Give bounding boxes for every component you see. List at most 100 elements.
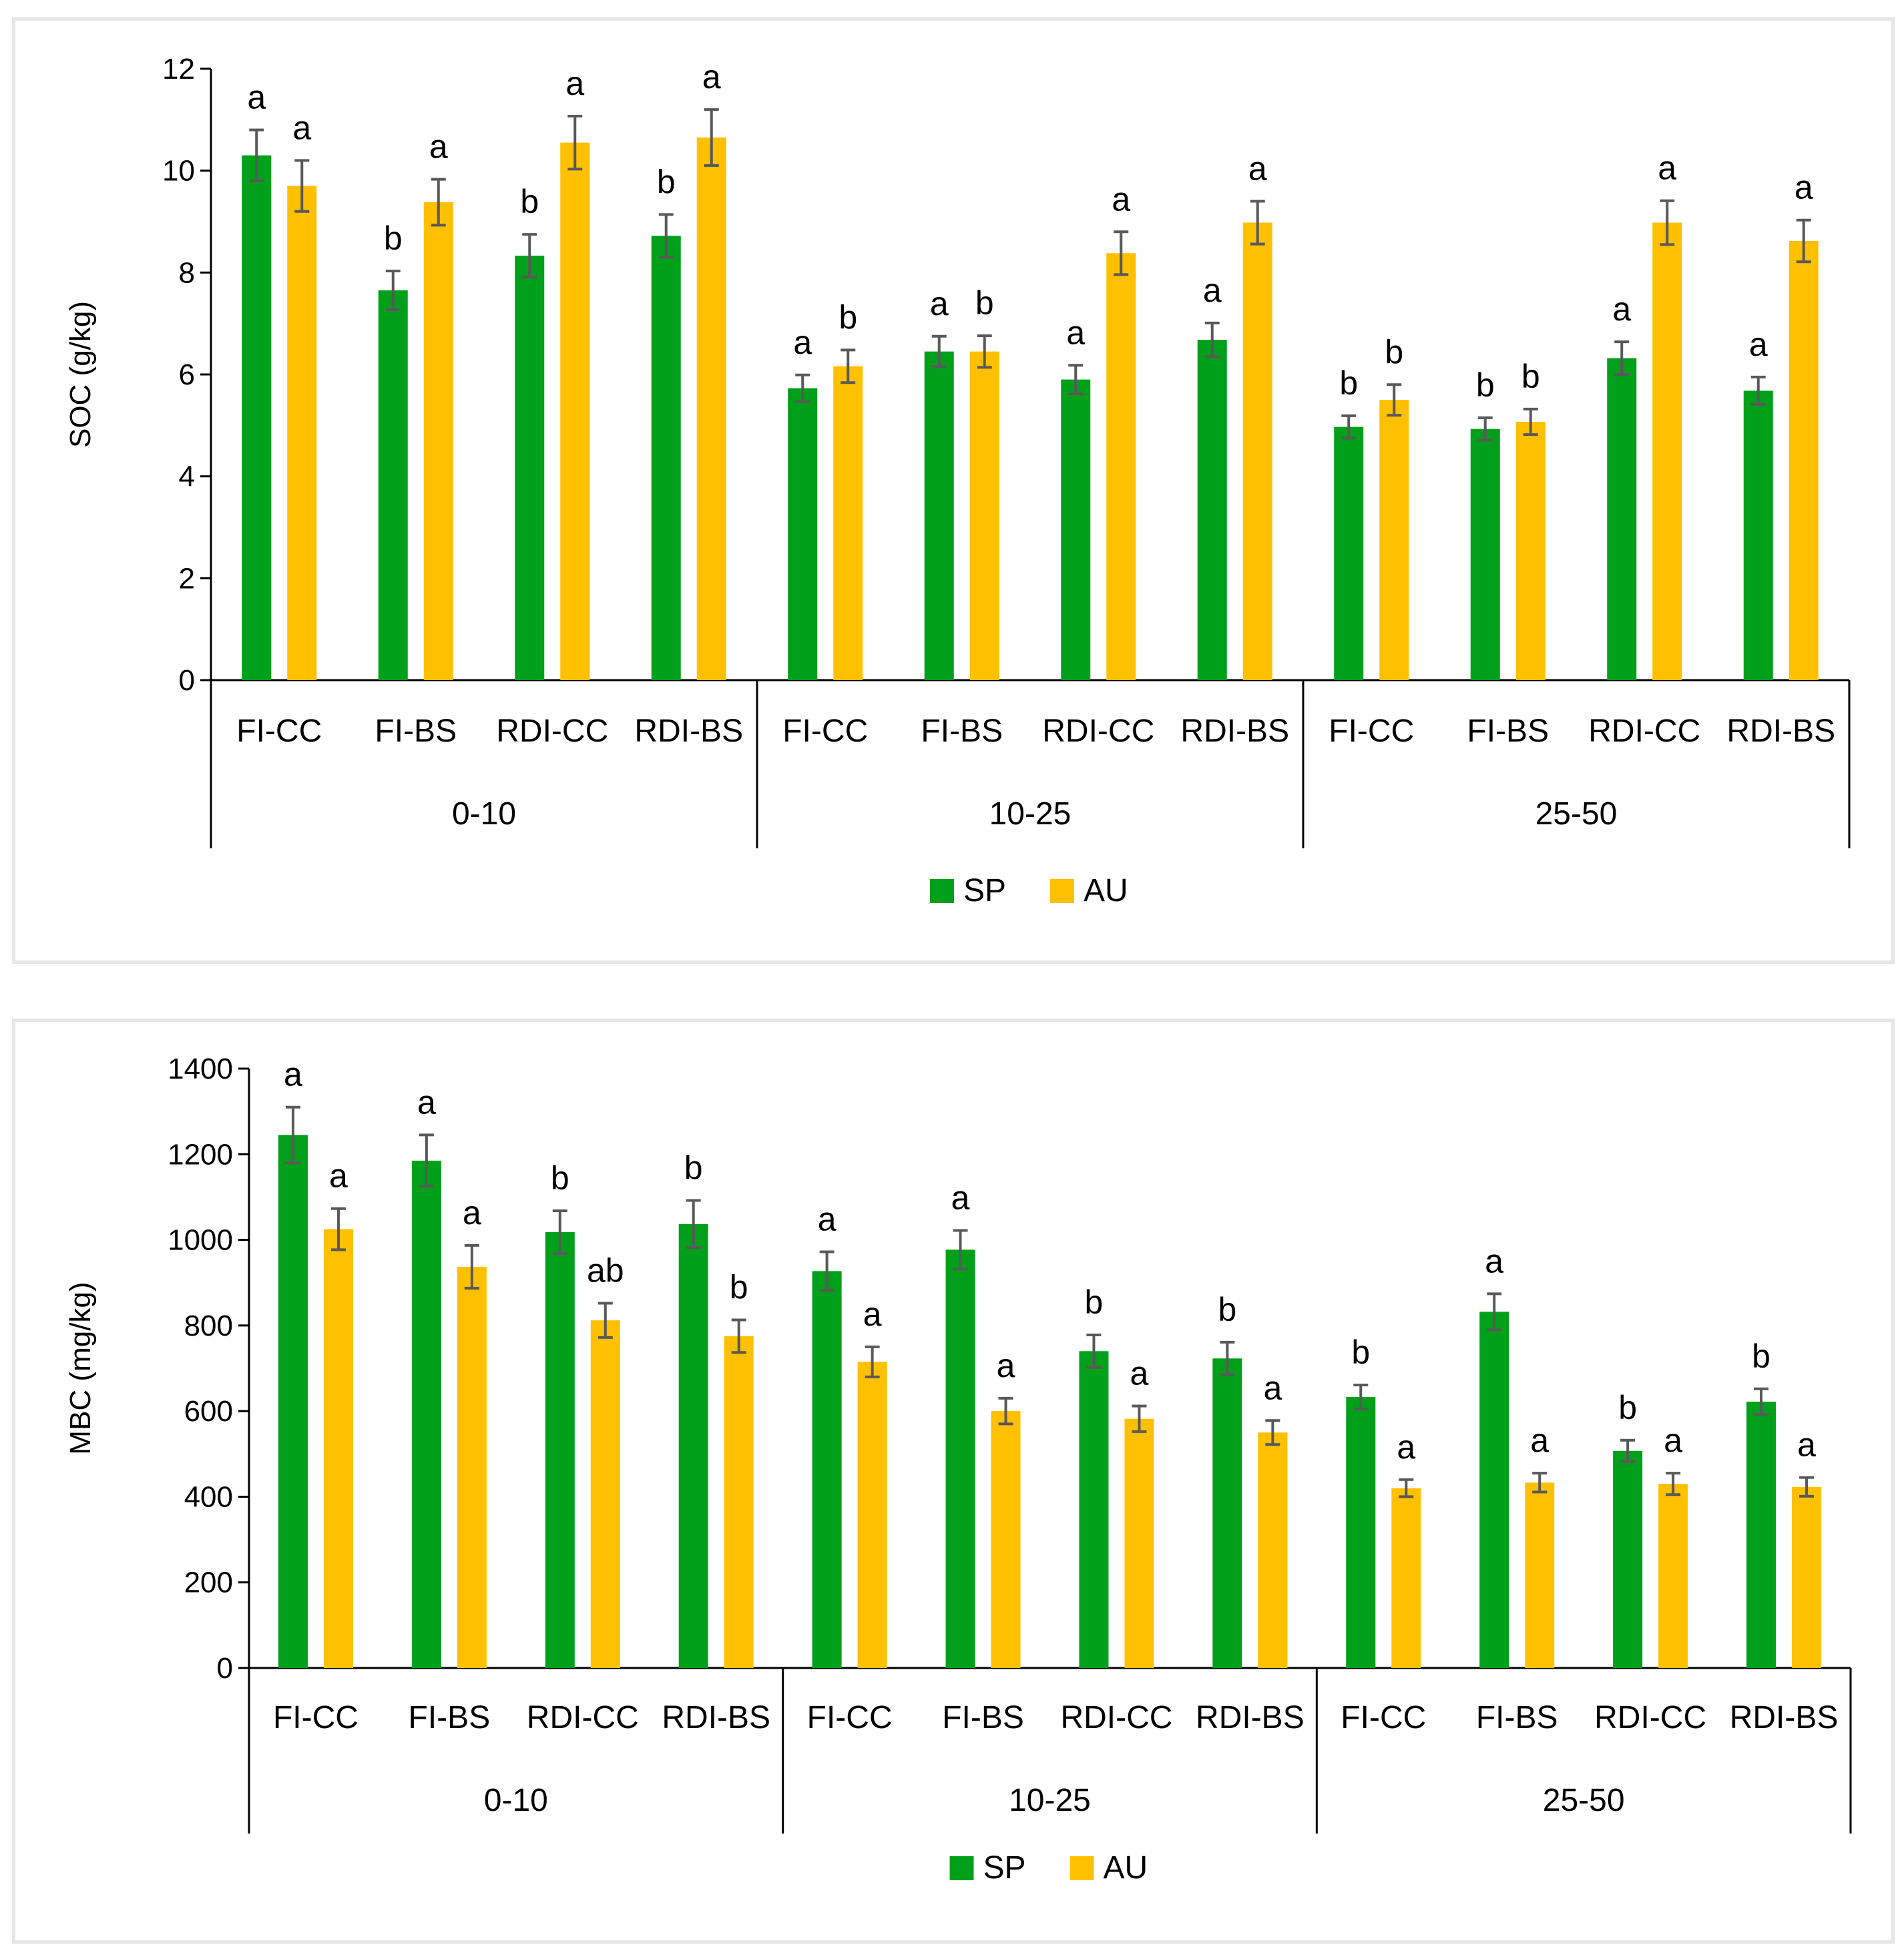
group-label: 25-50 <box>1535 796 1618 832</box>
significance-letter: a <box>793 324 812 361</box>
y-tick-label: 4 <box>179 461 195 493</box>
category-label: FI-BS <box>1467 714 1549 749</box>
y-tick-label: 8 <box>179 256 195 289</box>
y-tick-label: 1400 <box>168 1053 233 1085</box>
significance-letter: a <box>818 1201 837 1238</box>
bar-sp <box>1613 1450 1643 1668</box>
significance-letter: a <box>329 1157 348 1195</box>
significance-letter: b <box>551 1159 569 1197</box>
significance-letter: a <box>1612 290 1631 328</box>
significance-letter: b <box>1339 364 1358 402</box>
category-label: RDI-CC <box>496 714 608 749</box>
significance-letter: b <box>1521 358 1540 395</box>
significance-letter: b <box>1385 333 1403 370</box>
category-label: RDI-CC <box>1060 1700 1172 1735</box>
category-label: RDI-BS <box>634 714 743 749</box>
category-label: FI-CC <box>1341 1700 1426 1735</box>
significance-letter: a <box>1658 150 1676 187</box>
category-label: RDI-CC <box>527 1700 639 1735</box>
significance-letter: a <box>417 1083 436 1121</box>
significance-letter: a <box>1797 1426 1816 1464</box>
bar-au <box>1124 1418 1154 1668</box>
bar-au <box>457 1266 487 1668</box>
significance-letter: b <box>730 1269 748 1306</box>
significance-letter: b <box>1351 1334 1370 1371</box>
category-label: FI-CC <box>782 714 868 749</box>
bar-au <box>1525 1482 1555 1668</box>
significance-letter: b <box>1476 366 1495 404</box>
significance-letter: ab <box>587 1252 624 1290</box>
significance-letter: b <box>839 298 857 336</box>
significance-letter: a <box>429 128 448 166</box>
bar-sp <box>242 155 272 680</box>
bar-au <box>323 1229 353 1668</box>
significance-letter: a <box>284 1056 302 1093</box>
y-axis-title: SOC (g/kg) <box>64 301 97 448</box>
significance-letter: a <box>1248 150 1267 187</box>
bar-au <box>1258 1432 1288 1668</box>
bar-au <box>1652 222 1682 680</box>
y-tick-label: 12 <box>162 53 195 85</box>
significance-letter: a <box>1749 326 1768 363</box>
legend-label-au: AU <box>1104 1850 1148 1886</box>
bar-au <box>560 142 590 680</box>
bar-au <box>833 366 863 680</box>
significance-letter: a <box>1130 1354 1149 1392</box>
bar-au <box>1379 400 1409 680</box>
bar-au <box>590 1320 620 1668</box>
category-label: FI-CC <box>236 714 322 749</box>
bar-sp <box>1607 358 1637 680</box>
category-label: RDI-BS <box>1180 714 1289 749</box>
significance-letter: b <box>1618 1389 1637 1426</box>
significance-letter: b <box>975 284 994 322</box>
category-label: RDI-BS <box>662 1700 770 1735</box>
bar-sp <box>1470 429 1500 680</box>
bar-au <box>287 186 317 680</box>
significance-letter: a <box>565 65 584 102</box>
significance-letter: a <box>702 58 721 95</box>
bar-sp <box>1743 390 1773 680</box>
y-tick-label: 0 <box>179 664 195 697</box>
legend-label-sp: SP <box>983 1850 1026 1886</box>
bar-sp <box>812 1271 842 1668</box>
legend-swatch-au <box>1069 1856 1094 1880</box>
bar-sp <box>651 236 681 681</box>
significance-letter: a <box>863 1296 882 1333</box>
bar-sp <box>545 1232 575 1668</box>
y-tick-label: 1200 <box>168 1138 233 1171</box>
bar-sp <box>1746 1402 1776 1668</box>
category-label: RDI-BS <box>1730 1700 1839 1735</box>
significance-letter: b <box>1218 1291 1236 1328</box>
y-axis-title: MBC (mg/kg) <box>64 1282 97 1454</box>
category-label: RDI-BS <box>1726 714 1835 749</box>
legend-swatch-sp <box>930 879 954 903</box>
bar-au <box>1106 253 1136 680</box>
significance-letter: b <box>384 220 403 257</box>
category-label: FI-BS <box>942 1700 1024 1735</box>
significance-letter: a <box>1397 1428 1415 1466</box>
significance-letter: a <box>292 109 311 146</box>
legend-swatch-au <box>1050 879 1074 903</box>
bar-sp <box>1334 427 1364 680</box>
bar-au <box>1792 1486 1822 1668</box>
category-label: RDI-BS <box>1196 1700 1304 1735</box>
significance-letter: a <box>1263 1369 1282 1406</box>
significance-letter: a <box>951 1179 970 1216</box>
soc-chart-panel: 0 2 4 6 8 10 12 SOC (g/kg) FI-CC FI-BS RDI-CC RDI-B… <box>12 17 1895 964</box>
group-label: 10-25 <box>989 796 1072 832</box>
bar-sp <box>1061 379 1091 680</box>
category-label: FI-BS <box>375 714 457 749</box>
group-label: 10-25 <box>1009 1783 1091 1818</box>
group-label: 0-10 <box>484 1783 548 1818</box>
bar-au <box>857 1362 887 1668</box>
significance-letter: b <box>657 163 676 200</box>
significance-letter: b <box>1085 1284 1104 1321</box>
significance-letter: a <box>1530 1422 1549 1459</box>
group-label: 25-50 <box>1543 1783 1625 1818</box>
significance-letter: a <box>463 1194 481 1231</box>
category-label: FI-BS <box>1476 1700 1558 1735</box>
bar-sp <box>788 388 818 680</box>
bar-sp <box>515 256 545 681</box>
bar-au <box>423 202 453 680</box>
significance-letter: a <box>1664 1422 1682 1459</box>
